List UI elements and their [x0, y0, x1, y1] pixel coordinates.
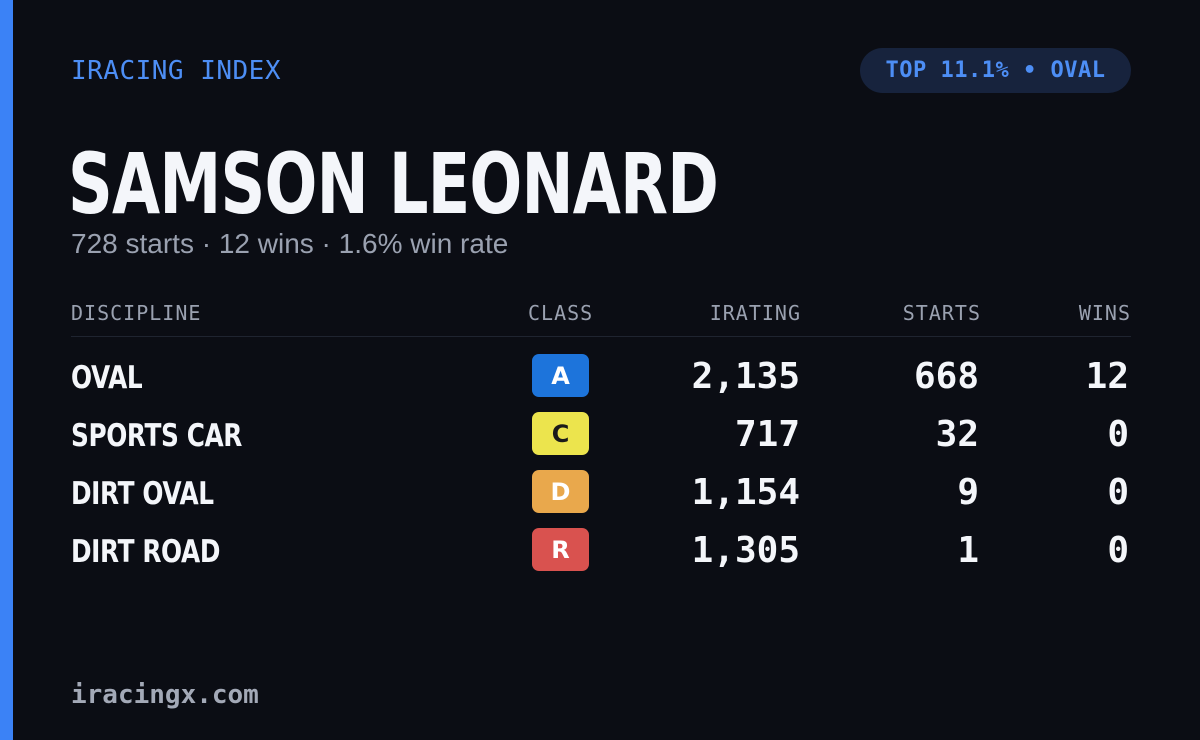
table-header: DISCIPLINE CLASS IRATING STARTS WINS	[71, 298, 1131, 337]
license-class-badge: D	[532, 470, 589, 513]
wins-value: 0	[1107, 472, 1129, 513]
discipline-name: SPORTS CAR	[71, 418, 243, 454]
discipline-name: OVAL	[71, 360, 143, 396]
discipline-name: DIRT ROAD	[71, 534, 221, 570]
irating-value: 2,135	[691, 356, 800, 397]
starts-value: 1	[957, 530, 979, 571]
wins-value: 12	[1085, 356, 1129, 397]
discipline-name: DIRT OVAL	[71, 476, 214, 512]
table-row: DIRT OVAL D 1,154 9 0	[71, 470, 1131, 528]
badge-prefix: TOP	[885, 58, 927, 83]
license-class-badge: C	[532, 412, 589, 455]
badge-category: OVAL	[1050, 58, 1106, 83]
irating-value: 1,154	[691, 472, 800, 513]
starts-value: 32	[935, 414, 979, 455]
header-starts: STARTS	[902, 301, 981, 325]
header-discipline: DISCIPLINE	[71, 301, 202, 325]
table-row: SPORTS CAR C 717 32 0	[71, 412, 1131, 470]
header-wins: WINS	[1078, 301, 1131, 325]
header-class: CLASS	[528, 301, 594, 325]
badge-value: 11.1%	[940, 58, 1010, 83]
accent-bar	[0, 0, 13, 740]
driver-name: SAMSON LEONARD	[68, 135, 719, 233]
brand-title: IRACING INDEX	[71, 56, 281, 86]
footer-site[interactable]: iracingx.com	[71, 680, 259, 710]
header-irating: IRATING	[709, 301, 801, 325]
license-class-badge: R	[532, 528, 589, 571]
wins-value: 0	[1107, 414, 1129, 455]
starts-value: 668	[913, 356, 979, 397]
percentile-badge: TOP 11.1% • OVAL	[860, 48, 1131, 93]
license-class-badge: A	[532, 354, 589, 397]
driver-summary: 728 starts · 12 wins · 1.6% win rate	[71, 228, 509, 259]
starts-value: 9	[957, 472, 979, 513]
table-row: DIRT ROAD R 1,305 1 0	[71, 528, 1131, 586]
badge-separator: •	[1023, 58, 1037, 83]
irating-value: 1,305	[691, 530, 800, 571]
irating-value: 717	[734, 414, 800, 455]
wins-value: 0	[1107, 530, 1129, 571]
table-row: OVAL A 2,135 668 12	[71, 354, 1131, 412]
